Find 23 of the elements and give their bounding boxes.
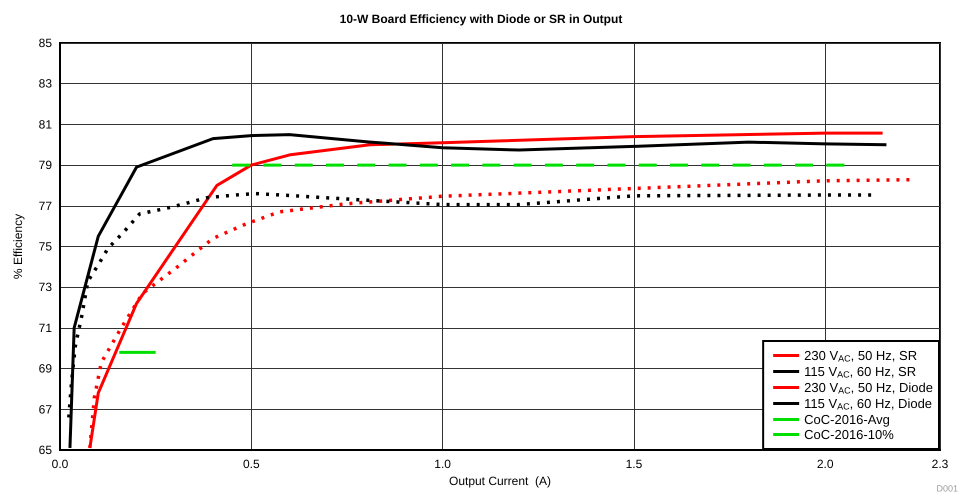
y-tick-label: 69 — [38, 362, 52, 376]
y-tick-label: 83 — [38, 76, 52, 91]
y-tick-label: 75 — [38, 240, 52, 254]
y-tick-label: 71 — [38, 320, 52, 335]
x-tick-label: 2.3 — [932, 457, 949, 471]
text: D001 — [936, 484, 958, 494]
x-axis-title: Output Current (A) — [448, 474, 552, 488]
y-tick-label: 81 — [38, 117, 52, 132]
legend-label: CoC-2016-Avg — [804, 412, 890, 427]
y-axis-title: % Efficiency — [11, 214, 25, 280]
y-tick-label: 77 — [38, 198, 52, 213]
legend-label: CoC-2016-10% — [804, 427, 894, 442]
x-tick-label: 1.5 — [626, 457, 643, 471]
chart-title: 10-W Board Efficiency with Diode or SR in Output — [340, 12, 622, 26]
y-tick-label: 73 — [38, 280, 52, 294]
x-tick-label: 1.0 — [434, 457, 452, 471]
y-tick-label: 67 — [38, 402, 52, 416]
x-tick-label: 2.0 — [816, 457, 834, 471]
x-tick-label: 0.0 — [52, 457, 69, 471]
y-tick-label: 65 — [38, 443, 52, 457]
y-tick-label: 79 — [38, 158, 52, 172]
x-tick-label: 0.5 — [242, 457, 260, 471]
y-tick-label: 85 — [38, 36, 52, 50]
